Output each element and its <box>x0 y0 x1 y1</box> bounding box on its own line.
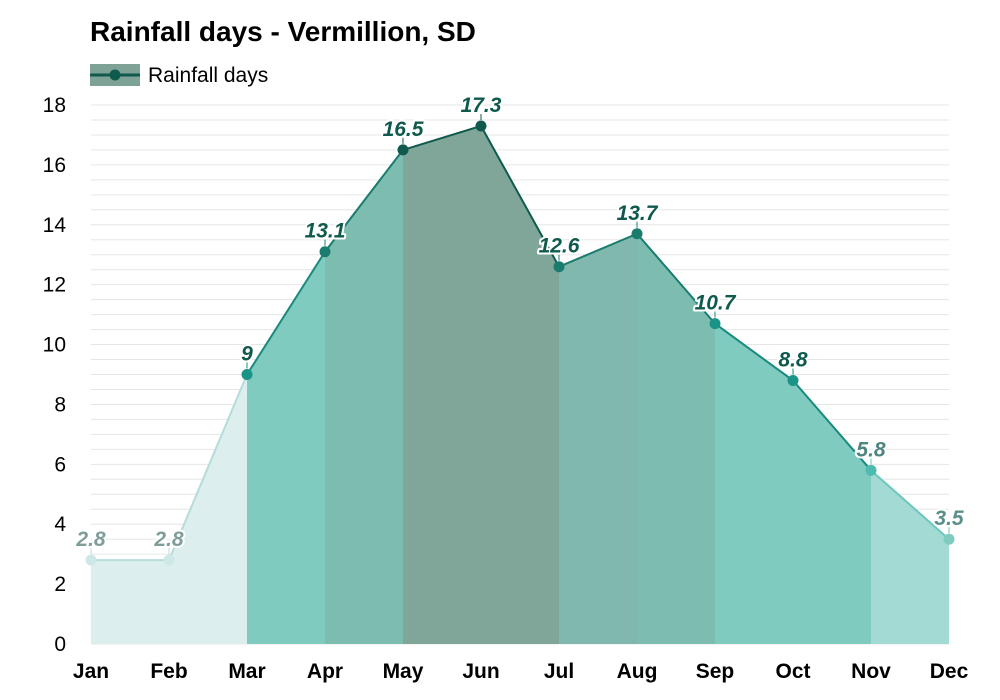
area-band-oct <box>793 380 871 644</box>
legend-label: Rainfall days <box>148 64 268 87</box>
data-point-may <box>397 144 409 156</box>
data-point-sep <box>709 318 721 330</box>
y-tick-label: 0 <box>54 633 66 656</box>
y-tick-label: 12 <box>43 274 66 297</box>
line-segment <box>792 379 872 471</box>
x-tick-label: Mar <box>228 660 265 683</box>
series-line <box>91 125 950 562</box>
y-tick-label: 14 <box>43 214 67 237</box>
area-bands <box>91 125 949 644</box>
x-tick-label: Oct <box>775 660 810 683</box>
area-band-jul <box>559 233 637 644</box>
line-segment <box>870 469 950 540</box>
line-segment <box>402 125 482 151</box>
data-point-mar <box>241 369 253 380</box>
data-label-nov: 5.8 <box>856 438 886 461</box>
data-points <box>85 113 955 566</box>
area-band-feb <box>169 374 247 644</box>
data-labels: 2.8 2.8 9 13.1 16.5 17.3 12.6 13.7 10.7 8.8 5.8 3.5 <box>73 92 966 553</box>
data-point-aug <box>631 228 643 240</box>
data-label-apr: 13.1 <box>305 220 346 243</box>
data-label-jun: 17.3 <box>461 94 502 117</box>
data-point-apr <box>319 246 331 258</box>
x-tick-label: Jun <box>462 660 499 683</box>
data-point-jun <box>475 120 487 132</box>
data-point-oct <box>787 374 799 386</box>
area-band-jun <box>481 125 559 644</box>
area-band-nov <box>871 470 949 644</box>
line-segment <box>168 374 248 561</box>
area-band-sep <box>715 323 793 644</box>
line-segment <box>558 232 638 268</box>
area-band-aug <box>637 233 715 644</box>
data-label-aug: 13.7 <box>617 202 659 225</box>
line-segment <box>636 233 716 325</box>
area-band-apr <box>325 149 403 644</box>
data-point-dec <box>943 533 955 545</box>
legend-marker <box>109 69 121 81</box>
y-tick-label: 18 <box>43 94 66 117</box>
data-label-sep: 10.7 <box>695 292 737 315</box>
y-tick-label: 10 <box>43 334 66 357</box>
area-band-jan <box>91 560 169 644</box>
line-segment <box>480 125 560 268</box>
data-point-jan <box>85 554 97 566</box>
x-tick-label: Apr <box>307 660 343 683</box>
data-label-feb: 2.8 <box>153 528 184 551</box>
data-label-dec: 3.5 <box>934 507 964 530</box>
area-band-mar <box>247 251 325 644</box>
line-segment <box>324 149 404 253</box>
data-label-oct: 8.8 <box>778 348 808 371</box>
legend: Rainfall days <box>90 64 268 87</box>
x-tick-label: Feb <box>150 660 187 683</box>
y-tick-label: 6 <box>54 453 66 476</box>
x-tick-label: Aug <box>617 660 658 683</box>
chart-title: Rainfall days - Vermillion, SD <box>90 16 476 47</box>
y-tick-label: 16 <box>43 154 66 177</box>
area-band-may <box>403 125 481 644</box>
y-tick-label: 4 <box>54 513 66 536</box>
y-tick-label: 2 <box>54 573 66 596</box>
y-axis-ticks: 0 2 4 6 8 10 12 14 16 18 <box>43 94 67 656</box>
x-axis-ticks: Jan Feb Mar Apr May Jun Jul Aug Sep Oct Nov Dec <box>73 660 969 683</box>
data-point-jul <box>553 261 565 273</box>
line-segment <box>246 251 326 376</box>
x-tick-label: Sep <box>696 660 735 683</box>
data-point-feb <box>163 554 175 566</box>
data-point-nov <box>865 464 877 476</box>
y-tick-label: 8 <box>54 393 66 416</box>
data-label-may: 16.5 <box>383 118 424 141</box>
line-segment <box>714 322 794 382</box>
x-tick-label: Jul <box>544 660 574 683</box>
x-tick-label: May <box>383 660 424 683</box>
data-label-jul: 12.6 <box>539 235 580 258</box>
x-tick-label: Dec <box>930 660 969 683</box>
x-tick-label: Nov <box>851 660 891 683</box>
data-label-mar: 9 <box>241 343 253 366</box>
data-label-jan: 2.8 <box>75 528 106 551</box>
x-tick-label: Jan <box>73 660 109 683</box>
